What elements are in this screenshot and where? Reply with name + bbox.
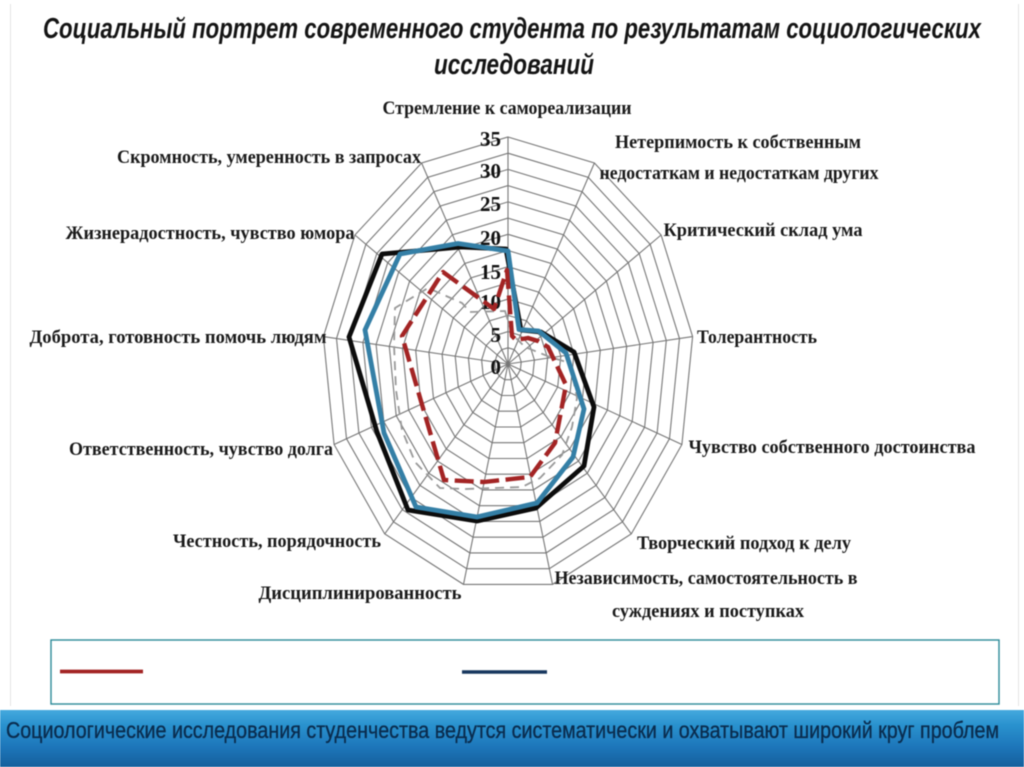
svg-text:суждениях и поступках: суждениях и поступках — [612, 601, 804, 622]
svg-text:Независимость, самостоятельнос: Независимость, самостоятельность в — [555, 568, 858, 589]
svg-text:Социологические исследования с: Социологические исследования студенчеств… — [6, 717, 999, 743]
svg-text:30: 30 — [480, 159, 501, 183]
svg-text:Ответственность, чувство долга: Ответственность, чувство долга — [69, 439, 333, 460]
svg-text:35: 35 — [480, 127, 501, 151]
svg-text:Честность, порядочность: Честность, порядочность — [173, 531, 381, 552]
svg-text:0: 0 — [491, 355, 502, 379]
svg-text:Доброта, готовность помочь люд: Доброта, готовность помочь людям — [30, 327, 327, 348]
svg-text:исследований: исследований — [434, 49, 594, 81]
svg-text:25: 25 — [480, 192, 501, 216]
svg-text:Стремление к самореализации: Стремление к самореализации — [383, 98, 632, 119]
svg-text:Жизнерадостность, чувство юмор: Жизнерадостность, чувство юмора — [66, 223, 355, 244]
svg-text:Критический склад ума: Критический склад ума — [664, 220, 863, 241]
svg-text:Дисциплинированность: Дисциплинированность — [259, 583, 462, 604]
svg-text:Нетерпимость к собственным: Нетерпимость к собственным — [615, 132, 861, 153]
svg-text:Социальный портрет современног: Социальный портрет современного студента… — [43, 13, 982, 45]
svg-text:Творческий подход к делу: Творческий подход к делу — [637, 533, 851, 554]
svg-text:Чувство собственного достоинст: Чувство собственного достоинства — [689, 437, 976, 458]
svg-text:недостаткам и недостаткам друг: недостаткам и недостаткам других — [600, 163, 879, 184]
svg-text:Скромность, умеренность в запр: Скромность, умеренность в запросах — [117, 147, 421, 168]
svg-text:Толерантность: Толерантность — [697, 327, 817, 348]
svg-text:20: 20 — [480, 226, 501, 250]
svg-text:15: 15 — [480, 260, 501, 284]
svg-text:5: 5 — [491, 323, 502, 347]
